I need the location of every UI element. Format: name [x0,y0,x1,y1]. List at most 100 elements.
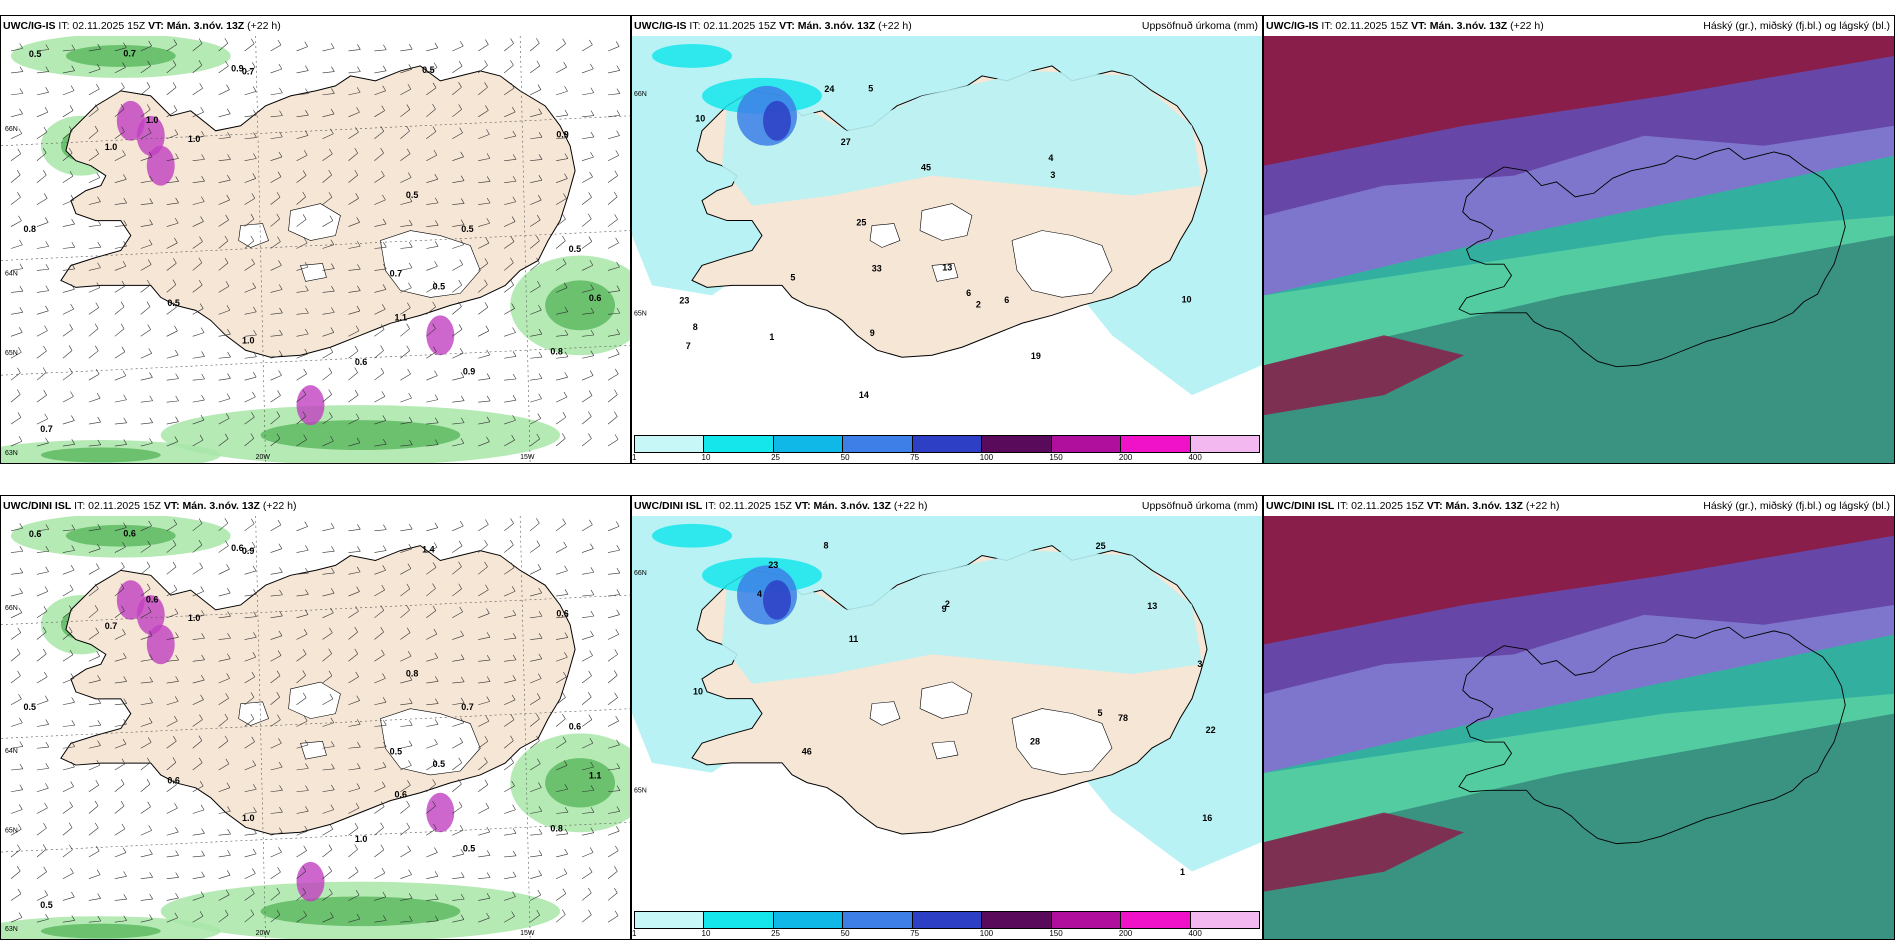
axis-label: 65N [5,350,18,357]
glacier [288,203,341,241]
map-dini-wind[interactable]: 0.5 0.6 0.5 0.7 0.5 0.6 0.7 0.9 0.6 0.8 1.0 0.6 0.6 0… [1,516,630,939]
precip-value: 0.5 [29,49,41,59]
wind-barbs [10,518,621,923]
glacier [869,701,901,726]
snow-patch [136,115,165,156]
axis-label: 20W [256,930,271,937]
precip-value: 1.1 [394,312,406,322]
precip-value: 0.6 [167,775,180,785]
high-cloud [1264,335,1464,416]
precip-value: 0.7 [40,424,52,434]
axis-label: 66N [5,605,18,612]
axis-label: 15W [520,930,535,937]
precip-value: 0.7 [123,49,135,59]
colorbar-swatch [635,912,705,928]
precip-value: 28 [1030,737,1040,747]
precip-value: 0.8 [24,224,36,234]
axis-label: 63N [5,926,18,933]
colorbar-swatch [1051,436,1122,452]
colorbar-swatch [773,436,844,452]
precip-value: 0.9 [242,546,255,556]
precip-value: 5 [1098,708,1103,718]
colorbar-label: 200 [1118,929,1133,938]
colorbar-label: 25 [771,453,781,462]
precip-value: 25 [1096,541,1106,551]
precip-value: 6 [1004,295,1009,305]
precip-value: 0.6 [556,609,569,619]
axis-label: 64N [5,270,18,277]
precip-shading [1,516,630,939]
colorbar-label: 10 [701,453,711,462]
axis-label: 66N [634,91,647,98]
colorbar-swatch [843,436,913,452]
low-cloud [1264,235,1894,463]
precip-value: 10 [695,114,705,124]
precip-value: 0.6 [589,293,601,303]
snow-patch [426,315,455,356]
colorbar-swatch [773,912,844,928]
precip-band [652,43,732,68]
panel-dini-wind: UWC/DINI ISL IT: 02.11.2025 15Z VT: Mán.… [0,495,631,940]
precip-value: 2 [976,299,981,309]
precip-value: 33 [872,263,882,273]
axis-label: 65N [634,788,647,795]
glacier [238,701,269,726]
colorbar-label: 50 [840,453,850,462]
glacier [869,223,901,248]
precip-value: 0.9 [556,130,568,140]
glacier [288,681,341,719]
iceland-outline [1458,626,1846,845]
colorbar-label: 150 [1049,453,1063,462]
map-ig-cloud[interactable] [1264,36,1894,463]
colorbar-swatch [1190,912,1259,928]
precip-value: 23 [768,560,778,570]
panel-ig-cloud: UWC/IG-IS IT: 02.11.2025 15Z VT: Mán. 3.… [1263,15,1895,464]
panel-header: UWC/IG-IS IT: 02.11.2025 15Z VT: Mán. 3.… [1264,16,1894,36]
colorbar-label: 400 [1188,929,1202,938]
precip-value: 0.5 [422,65,434,75]
colorbar-swatch [1121,436,1191,452]
panel-dini-cloud: UWC/DINI ISL IT: 02.11.2025 15Z VT: Mán.… [1263,495,1895,940]
axis-label: 64N [5,748,18,755]
precip-value: 0.8 [550,347,562,357]
mid-cloud [1264,55,1894,296]
precip-value: 1.4 [422,545,435,555]
precip-value: 0.5 [433,281,445,291]
precip-value: 0.6 [29,529,42,539]
precip-value: 1.0 [242,336,254,346]
precip-value: 0.6 [569,722,582,732]
panel-header: UWC/IG-IS IT: 02.11.2025 15Z VT: Mán. 3.… [1,16,630,36]
map-dini-precip[interactable]: 13 8 9 3 23 46 78 22 28 25 16 10 4 2 5 11 1 66N 65N [632,516,1262,909]
colorbar-swatch [912,912,983,928]
map-ig-precip[interactable]: 10 7 6 8 5 25 33 45 23 14 19 10 27 24 9 6 4 3 2 1 5 13 66N 65N [632,36,1262,433]
colorbar-swatch [1121,912,1191,928]
map-ig-wind[interactable]: 0.9 0.5 0.8 1.0 0.5 0.9 0.5 0.7 0.5 0.8 1.0 0.9 0.5 0… [1,36,630,463]
precip-value: 0.7 [242,66,254,76]
colorbar-label: 100 [979,453,994,462]
axis-label: 15W [520,454,535,461]
precip-value: 10 [693,687,703,697]
precip-value: 23 [679,295,689,305]
precip-value: 4 [1048,153,1053,163]
precip-value: 46 [802,747,812,757]
map-dini-cloud[interactable] [1264,516,1894,939]
glacier [931,740,959,760]
glacier [300,263,327,282]
precip-value: 0.5 [390,746,403,756]
colorbar-label: 25 [771,929,781,938]
precip-value: 3 [1197,659,1202,669]
snow-patch [296,385,325,426]
precip-value: 0.8 [550,824,563,834]
precip-value: 0.7 [461,702,474,712]
snow-patch [146,145,175,186]
snow-patch [136,595,165,635]
glacier [919,203,973,241]
precip-value: 27 [841,137,851,147]
glacier [1011,708,1113,776]
precip-value: 8 [823,541,828,551]
colorbar-swatch [704,436,774,452]
iceland-outline [1458,147,1846,368]
axis-label: 63N [5,450,18,457]
panel-header: UWC/DINI ISL IT: 02.11.2025 15Z VT: Mán.… [632,496,1262,516]
precip-value: 19 [1031,351,1041,361]
